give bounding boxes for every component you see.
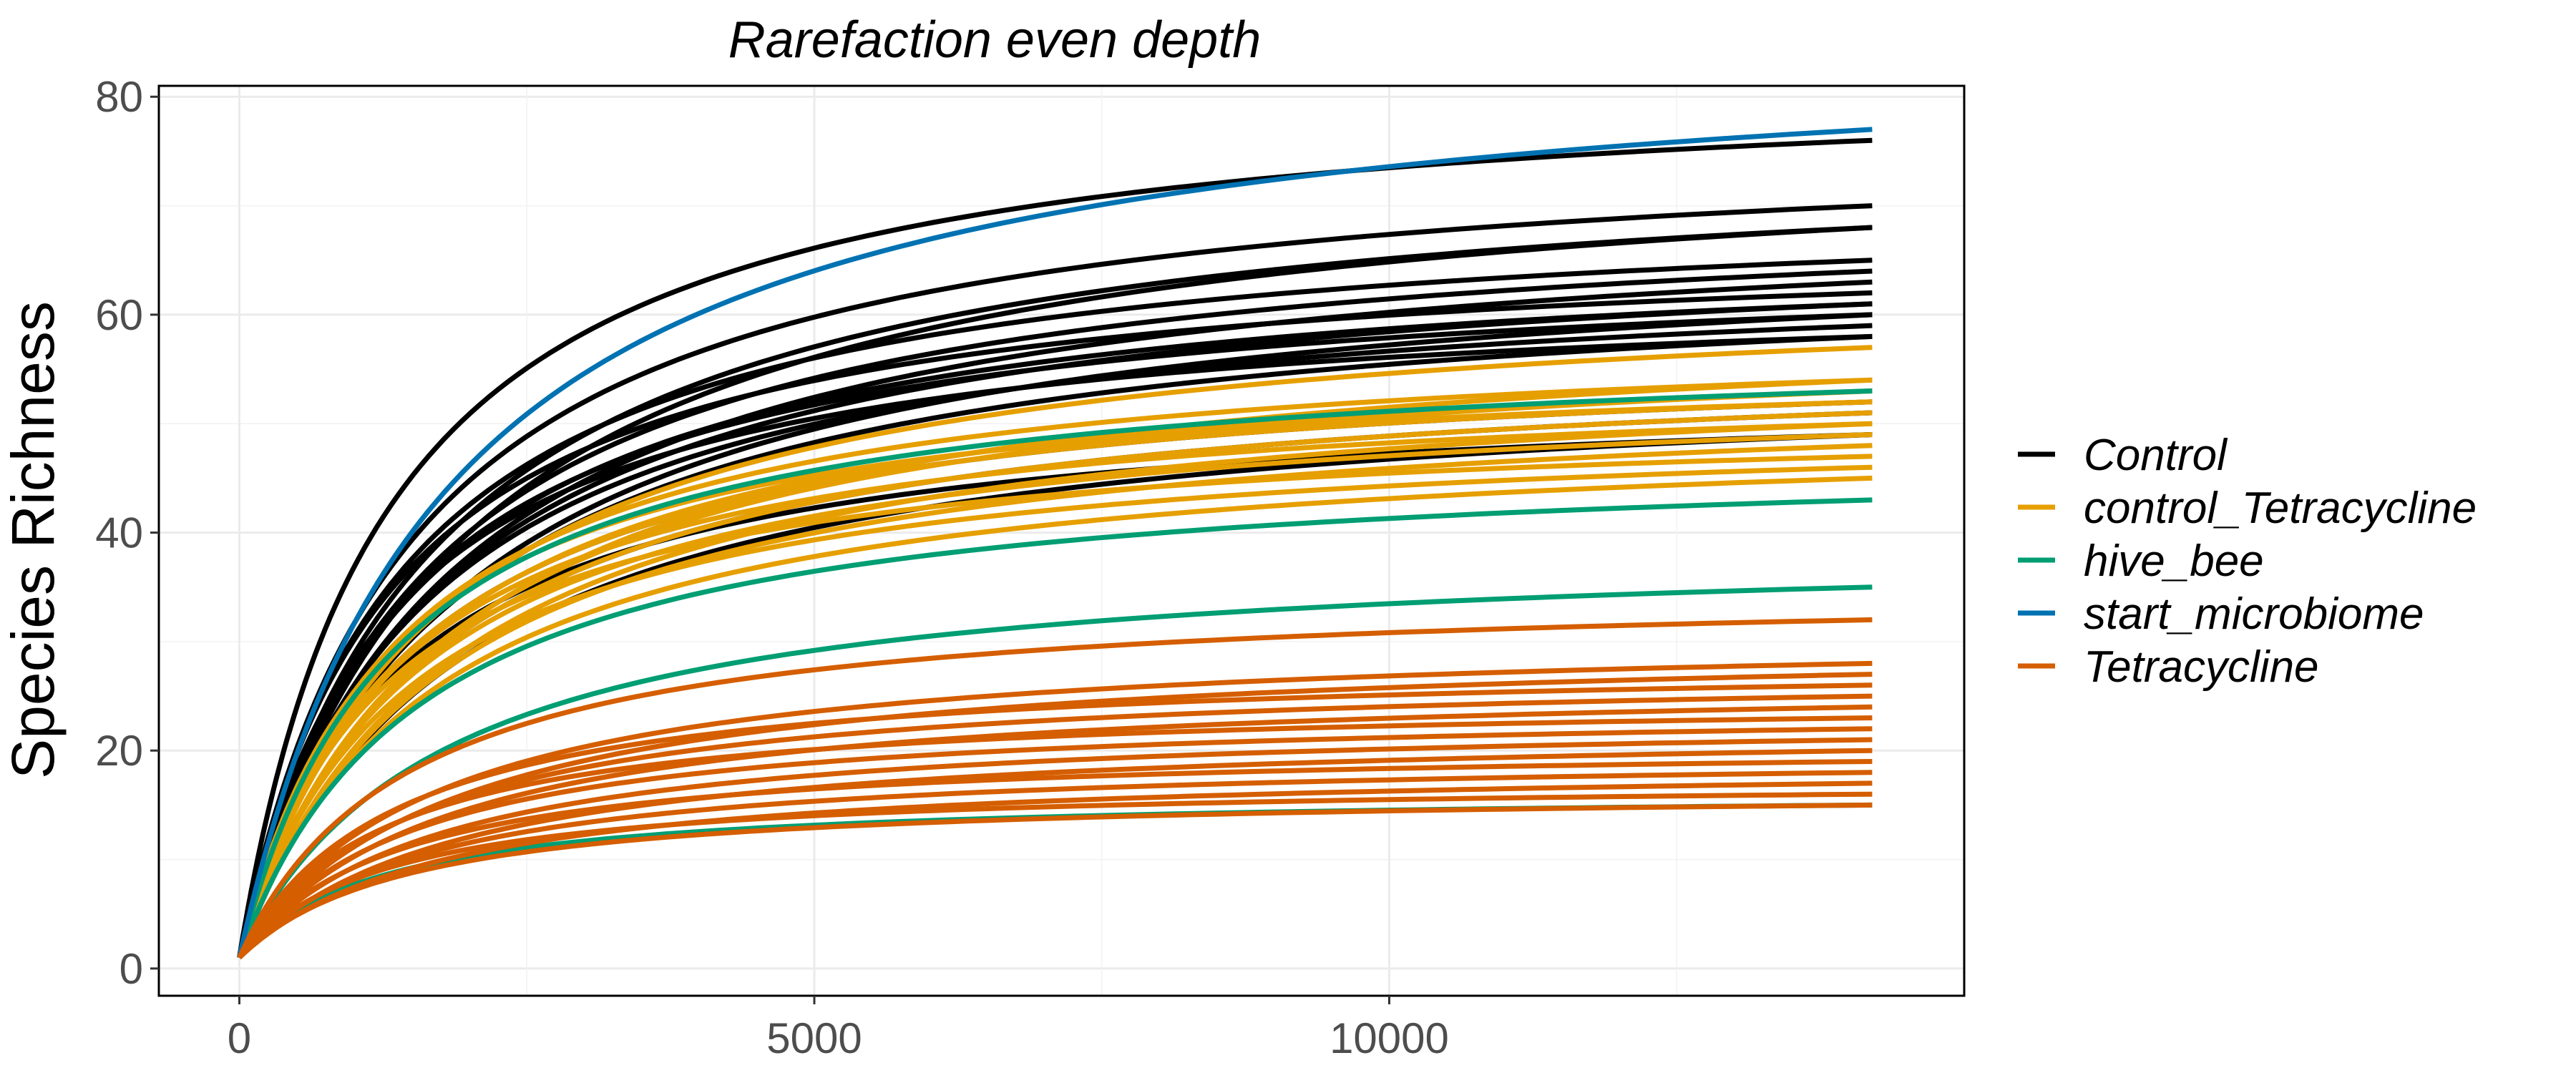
y-tick-label: 40 — [95, 509, 143, 557]
y-tick-label: 60 — [95, 291, 143, 339]
x-tick-label: 10000 — [1330, 1014, 1449, 1062]
legend-item-tetracycline: Tetracycline — [2018, 642, 2319, 692]
legend: Controlcontrol_Tetracyclinehive_beestart… — [2018, 431, 2477, 692]
legend-label: start_microbiome — [2084, 589, 2424, 639]
series-line-control-tetracycline — [237, 432, 1873, 960]
y-tick-label: 0 — [119, 945, 143, 993]
x-tick-label: 0 — [228, 1014, 251, 1062]
legend-item-control-tetracycline: control_Tetracycline — [2018, 484, 2477, 533]
series-line-tetracycline — [237, 802, 1873, 960]
x-axis-ticks: 0 5000 10000 — [228, 996, 1449, 1062]
chart-title: Rarefaction even depth — [728, 11, 1262, 69]
y-tick-label: 80 — [95, 73, 143, 121]
x-tick-label: 5000 — [766, 1014, 862, 1062]
legend-label: Tetracycline — [2084, 642, 2319, 692]
series-line-start-microbiome — [237, 127, 1873, 960]
series-line-tetracycline — [237, 715, 1873, 960]
legend-item-start-microbiome: start_microbiome — [2018, 589, 2424, 639]
series-line-hive-bee — [237, 388, 1873, 960]
legend-label: Control — [2084, 431, 2228, 480]
legend-item-hive-bee: hive_bee — [2018, 536, 2264, 586]
legend-item-control: Control — [2018, 431, 2228, 480]
y-axis-title: Species Richness — [0, 301, 67, 779]
series-line-tetracycline — [237, 617, 1873, 960]
series-line-control — [237, 432, 1873, 960]
legend-label: control_Tetracycline — [2084, 484, 2477, 533]
y-axis-ticks: 0 20 40 60 80 — [95, 73, 159, 993]
series-line-control-tetracycline — [237, 464, 1873, 960]
plot-frame — [157, 84, 1966, 997]
series-line-tetracycline — [237, 759, 1873, 960]
y-tick-label: 20 — [95, 727, 143, 775]
series-line-hive-bee — [237, 497, 1873, 960]
series-lines — [237, 127, 1873, 960]
series-line-tetracycline — [237, 791, 1873, 960]
legend-label: hive_bee — [2084, 536, 2264, 586]
series-line-control — [237, 432, 1873, 960]
